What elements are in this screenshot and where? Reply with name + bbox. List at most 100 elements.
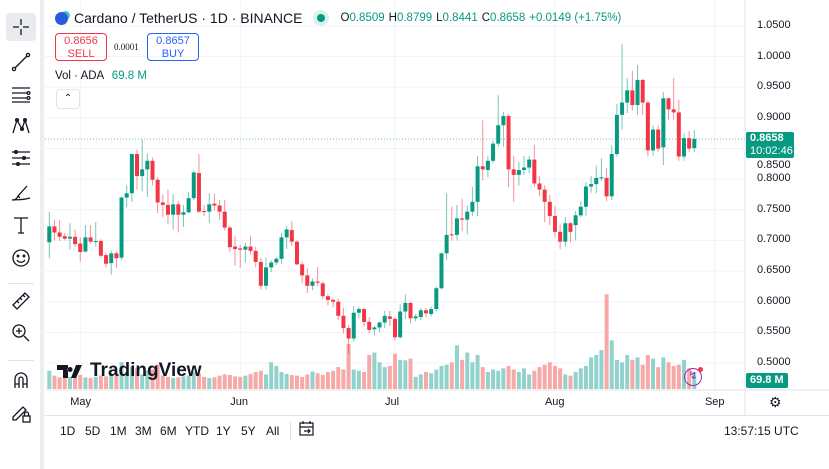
candle-body [418, 310, 423, 318]
candle [300, 261, 305, 284]
candle [671, 78, 676, 120]
volume-bar [196, 373, 201, 389]
volume-bar [578, 368, 583, 389]
collapse-legend-button[interactable]: ⌃ [56, 89, 80, 109]
text-tool[interactable] [6, 211, 36, 239]
volume-bar [635, 357, 640, 389]
trend-line-tool[interactable] [6, 48, 36, 76]
volume-bar [367, 354, 372, 389]
range-button-3m[interactable]: 3M [135, 424, 152, 438]
candle [676, 99, 681, 161]
candle-body [527, 159, 532, 168]
ruler-tool[interactable] [6, 287, 36, 315]
date-range-button[interactable] [298, 420, 316, 443]
symbol-title[interactable]: Cardano / TetherUS · 1D · BINANCE [74, 10, 303, 26]
volume-bar [614, 359, 619, 389]
candle [129, 153, 134, 202]
time-tick-label: Aug [544, 396, 565, 408]
candle-body [630, 90, 635, 106]
volume-bar [62, 378, 67, 389]
candle-body [135, 154, 140, 177]
volume-bar [238, 376, 243, 389]
range-button-5d[interactable]: 5D [85, 424, 101, 438]
volume-bar [413, 376, 418, 389]
candle-body [73, 236, 78, 245]
candle [243, 242, 248, 263]
volume-bar [382, 367, 387, 389]
volume-bar [454, 345, 459, 389]
candle [191, 170, 196, 201]
magnet-tool[interactable] [6, 366, 36, 394]
range-button-1y[interactable]: 1Y [216, 424, 231, 438]
volume-bar [289, 374, 294, 389]
volume-bar [496, 370, 501, 389]
projection-tool[interactable] [6, 144, 36, 172]
candle-body [248, 246, 253, 251]
toolbar-divider [8, 283, 34, 284]
candle [356, 306, 361, 319]
volume-bar [150, 369, 155, 389]
candle [248, 235, 253, 255]
candle-body [325, 296, 330, 300]
range-button-6m[interactable]: 6M [160, 424, 177, 438]
volume-bar [258, 370, 263, 389]
candle-body [475, 166, 480, 202]
volume-bar [264, 374, 269, 389]
candle-body [635, 79, 640, 106]
clock[interactable]: 13:57:15 UTC [724, 424, 799, 438]
watermark-text: TradingView [90, 360, 202, 381]
price-tick-label: 0.9000 [757, 110, 791, 123]
candle-body [289, 230, 294, 242]
zoom-in-tool[interactable] [6, 319, 36, 347]
cardano-logo-icon [55, 11, 68, 25]
lightning-icon[interactable]: ↯ [684, 367, 703, 386]
candle-body [196, 173, 201, 212]
volume-bar [320, 374, 325, 389]
volume-bar [165, 376, 170, 389]
candle [83, 225, 88, 253]
range-button-all[interactable]: All [266, 424, 280, 438]
volume-bar [516, 371, 521, 389]
brush-tool[interactable] [6, 178, 36, 206]
volume-bar [429, 373, 434, 389]
candle [119, 196, 124, 261]
crosshair-tool[interactable] [6, 13, 36, 41]
sell-button[interactable]: 0.8656 SELL [55, 33, 107, 61]
candle-body [372, 327, 377, 330]
candle [511, 155, 516, 202]
buy-button[interactable]: 0.8657 BUY [147, 33, 199, 61]
ohlc-close: C0.8658 [482, 12, 526, 24]
candle-body [532, 159, 537, 184]
candle [155, 177, 160, 213]
candle [351, 306, 356, 342]
volume-bar [160, 375, 165, 389]
candle [165, 189, 170, 225]
candle [522, 155, 527, 175]
candle-body [310, 281, 315, 286]
candle-body [114, 253, 119, 259]
candlestick-chart[interactable] [45, 0, 829, 415]
fib-retracement-tool[interactable] [6, 80, 36, 108]
emoji-tool[interactable] [6, 244, 36, 272]
candle-body [434, 288, 439, 310]
range-button-1d[interactable]: 1D [60, 424, 76, 438]
candle-body [382, 315, 387, 323]
chart-settings-gear-icon[interactable]: ⚙ [769, 394, 782, 410]
candle [625, 78, 630, 114]
range-button-5y[interactable]: 5Y [241, 424, 256, 438]
candle [362, 307, 367, 327]
trend-line-icon [11, 52, 31, 72]
range-button-1m[interactable]: 1M [110, 424, 127, 438]
tradingview-watermark: TradingView [57, 360, 202, 382]
candle-body [604, 177, 609, 197]
pattern-tool[interactable] [6, 112, 36, 140]
lock-drawing-tool[interactable] [6, 399, 36, 427]
bar-countdown: 10:02:46 [750, 145, 793, 157]
last-price: 0.8658 [750, 132, 784, 144]
candle-body [547, 201, 552, 216]
volume-bar [227, 374, 232, 389]
candle-body [522, 167, 527, 170]
calendar-goto-icon [299, 421, 314, 436]
range-button-ytd[interactable]: YTD [185, 424, 209, 438]
candle-body [501, 116, 506, 126]
